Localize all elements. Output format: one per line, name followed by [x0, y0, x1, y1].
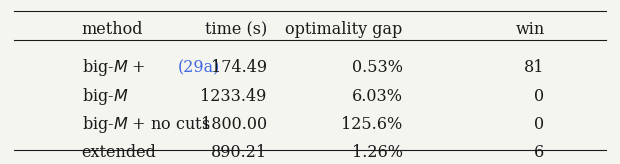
- Text: big-$\mathit{M}$ +: big-$\mathit{M}$ +: [82, 57, 147, 78]
- Text: 1.26%: 1.26%: [352, 144, 402, 161]
- Text: 0: 0: [534, 88, 544, 105]
- Text: big-$\mathit{M}$ + no cuts: big-$\mathit{M}$ + no cuts: [82, 114, 210, 135]
- Text: time (s): time (s): [205, 21, 267, 38]
- Text: 1233.49: 1233.49: [200, 88, 267, 105]
- Text: 81: 81: [524, 59, 544, 76]
- Text: extended: extended: [82, 144, 156, 161]
- Text: 1800.00: 1800.00: [201, 116, 267, 133]
- Text: 890.21: 890.21: [211, 144, 267, 161]
- Text: 174.49: 174.49: [211, 59, 267, 76]
- Text: optimality gap: optimality gap: [285, 21, 402, 38]
- Text: win: win: [515, 21, 544, 38]
- Text: method: method: [82, 21, 143, 38]
- Text: 6: 6: [534, 144, 544, 161]
- Text: big-$\mathit{M}$: big-$\mathit{M}$: [82, 86, 128, 107]
- Text: (29a): (29a): [177, 59, 219, 76]
- Text: 0: 0: [534, 116, 544, 133]
- Text: 6.03%: 6.03%: [352, 88, 402, 105]
- Text: 0.53%: 0.53%: [352, 59, 402, 76]
- Text: 125.6%: 125.6%: [342, 116, 402, 133]
